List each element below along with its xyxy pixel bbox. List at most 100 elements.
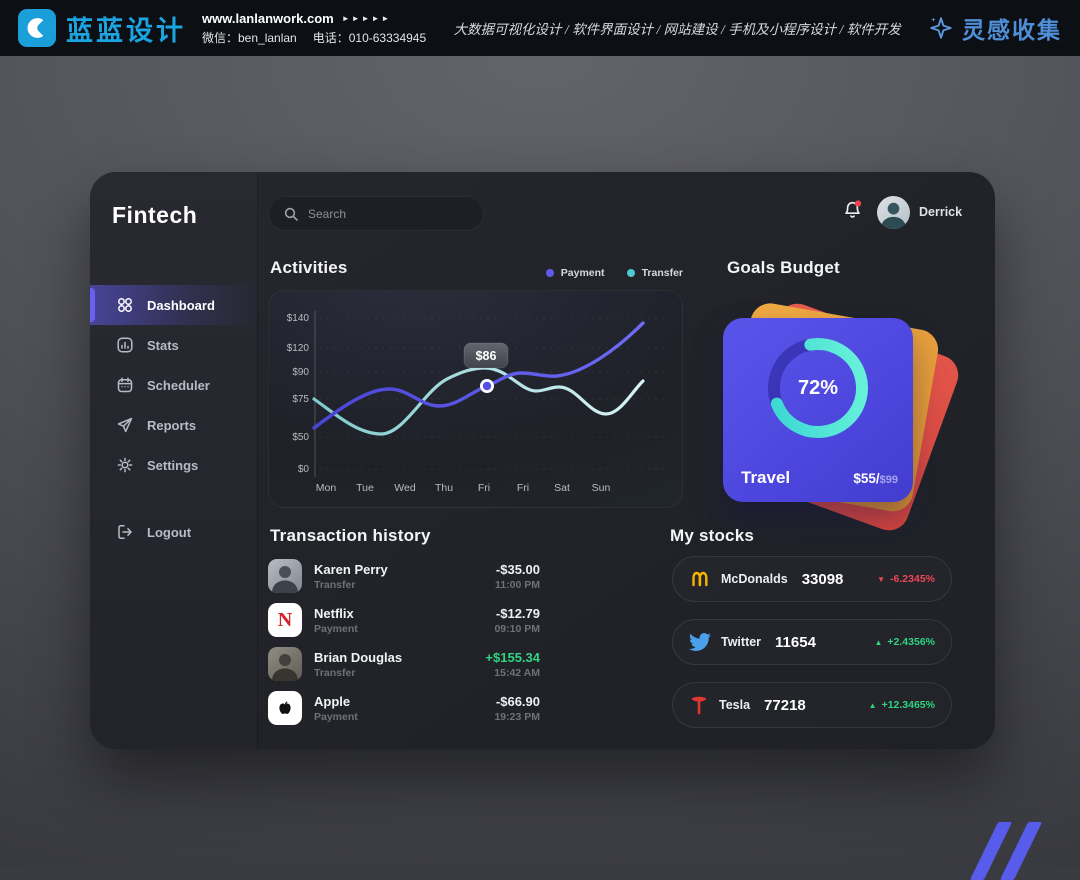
activities-line-chart[interactable]: $140 $120 $90 $75 $50 $0 Mon Tue Wed Thu… [268, 290, 683, 508]
transaction-time: 11:00 PM [495, 578, 540, 591]
y-tick-labels: $140 $120 $90 $75 $50 $0 [287, 313, 310, 475]
tesla-logo-icon [691, 696, 707, 715]
stock-change: ▼ -6.2345% [877, 573, 935, 585]
sidebar-nav: Dashboard Stats [90, 285, 258, 485]
legend-payment[interactable]: Payment [545, 267, 605, 279]
svg-text:$75: $75 [292, 394, 309, 405]
app-brand: Fintech [112, 202, 198, 228]
transaction-row[interactable]: N Netflix Payment -$12.79 09:10 PM [268, 598, 540, 642]
stock-change: ▲ +2.4356% [874, 636, 935, 648]
svg-text:$120: $120 [287, 343, 310, 354]
transaction-list: Karen Perry Transfer -$35.00 11:00 PM N … [268, 554, 540, 730]
banner-contact: www.lanlanwork.com ►►►►► 微信：ben_lanlan 电… [202, 11, 426, 46]
lanlan-logo-icon [18, 9, 56, 47]
sidebar-item-label: Scheduler [147, 377, 210, 393]
transaction-row[interactable]: Apple Payment -$66.90 19:23 PM [268, 686, 540, 730]
sidebar-item-label: Dashboard [147, 297, 215, 313]
svg-text:Sun: Sun [592, 482, 611, 494]
transaction-time: 09:10 PM [494, 622, 540, 635]
legend-transfer[interactable]: Transfer [626, 267, 683, 279]
transaction-time: 19:23 PM [494, 710, 540, 723]
goal-card-travel[interactable]: 72% Travel $55/$99 [723, 318, 913, 502]
sidebar-item-stats[interactable]: Stats [90, 325, 258, 365]
banner-services: 大数据可视化设计 / 软件界面设计 / 网站建设 / 手机及小程序设计 / 软件… [453, 22, 901, 37]
paper-plane-icon [116, 416, 134, 434]
twitter-bird-icon [689, 633, 711, 651]
banner-phone: 电话：010-63334945 [312, 30, 427, 45]
transaction-amount: -$12.79 [495, 605, 540, 621]
goals-title: Goals Budget [727, 258, 840, 277]
progress-percent: 72% [797, 376, 839, 399]
banner-arrows-icon: ►►►►► [341, 13, 392, 23]
svg-text:Fri: Fri [517, 482, 529, 494]
collect-label: 灵感收集 [962, 18, 1062, 43]
payment-series-line [312, 321, 645, 430]
goal-amount: $55/$99 [853, 471, 898, 486]
gear-icon [116, 456, 134, 474]
progress-ring: 72% [758, 328, 878, 448]
sidebar-item-label: Settings [147, 457, 199, 473]
dashboard-grid-icon [116, 296, 134, 314]
stock-up-icon: ▲ [874, 637, 883, 647]
transaction-row[interactable]: Karen Perry Transfer -$35.00 11:00 PM [268, 554, 540, 598]
svg-text:Sat: Sat [554, 482, 570, 494]
inspiration-collect[interactable]: 灵感收集 [928, 11, 1062, 45]
svg-text:$0: $0 [298, 464, 310, 475]
transaction-amount: -$35.00 [495, 561, 540, 577]
stock-up-icon: ▲ [868, 700, 877, 710]
sparkle-star-icon [930, 17, 952, 39]
calendar-icon [116, 376, 134, 394]
svg-text:Tue: Tue [356, 482, 374, 494]
stock-down-icon: ▼ [877, 574, 886, 584]
notifications-bell[interactable] [840, 198, 865, 228]
stock-row-mcdonalds[interactable]: McDonalds 33098 ▼ -6.2345% [672, 556, 952, 602]
sidebar-item-label: Reports [147, 417, 197, 433]
chart-marker-point[interactable] [480, 379, 494, 393]
sidebar-logout-section: Logout [90, 512, 258, 552]
banner-site-link[interactable]: www.lanlanwork.com [202, 10, 334, 26]
user-avatar[interactable] [877, 196, 910, 229]
mcdonalds-arches-icon [692, 571, 708, 587]
promo-banner: 蓝蓝设计 www.lanlanwork.com ►►►►► 微信：ben_lan… [0, 0, 1080, 56]
search-input[interactable] [308, 206, 458, 221]
transfer-dot-icon [626, 269, 635, 277]
stats-chart-icon [116, 336, 134, 354]
avatar [268, 559, 302, 593]
logout-button[interactable]: Logout [90, 512, 258, 552]
sidebar-item-reports[interactable]: Reports [90, 405, 258, 445]
activities-title: Activities [270, 258, 348, 277]
lanlan-logo[interactable]: 蓝蓝设计 [18, 9, 186, 48]
sidebar-item-dashboard[interactable]: Dashboard [90, 285, 258, 325]
lanlan-logo-text: 蓝蓝设计 [66, 15, 186, 46]
transaction-amount: -$66.90 [495, 693, 540, 709]
svg-text:$90: $90 [292, 367, 309, 378]
goal-name: Travel [741, 468, 791, 487]
apple-icon [268, 691, 302, 725]
user-name: Derrick [919, 205, 963, 219]
goals-card-stack: 72% Travel $55/$99 [722, 298, 964, 536]
sidebar-item-scheduler[interactable]: Scheduler [90, 365, 258, 405]
chart-legend: Payment Transfer [268, 267, 683, 279]
x-tick-labels: Mon Tue Wed Thu Fri Fri Sat Sun [316, 482, 611, 494]
stock-row-twitter[interactable]: Twitter 11654 ▲ +2.4356% [672, 619, 952, 665]
dashboard-panel: Fintech Dashboard Stats [90, 172, 995, 749]
sidebar-item-settings[interactable]: Settings [90, 445, 258, 485]
svg-text:$140: $140 [287, 313, 310, 324]
stock-row-tesla[interactable]: Tesla 77218 ▲ +12.3465% [672, 682, 952, 728]
svg-text:$50: $50 [292, 432, 309, 443]
logout-icon [116, 523, 134, 541]
sidebar: Fintech Dashboard Stats [90, 172, 258, 749]
stocks-title: My stocks [670, 526, 755, 545]
netflix-icon: N [268, 603, 302, 637]
transaction-time: 15:42 AM [494, 666, 540, 679]
svg-text:Thu: Thu [435, 482, 453, 494]
stock-list: McDonalds 33098 ▼ -6.2345% Twitter 11654… [672, 556, 952, 745]
search-bar[interactable] [268, 196, 484, 231]
svg-text:$86: $86 [476, 349, 497, 363]
transaction-row[interactable]: Brian Douglas Transfer +$155.34 15:42 AM [268, 642, 540, 686]
banner-wechat: 微信：ben_lanlan [202, 30, 297, 45]
payment-dot-icon [545, 269, 554, 277]
transactions-title: Transaction history [270, 526, 431, 545]
transaction-amount: +$155.34 [485, 649, 540, 665]
avatar [268, 647, 302, 681]
